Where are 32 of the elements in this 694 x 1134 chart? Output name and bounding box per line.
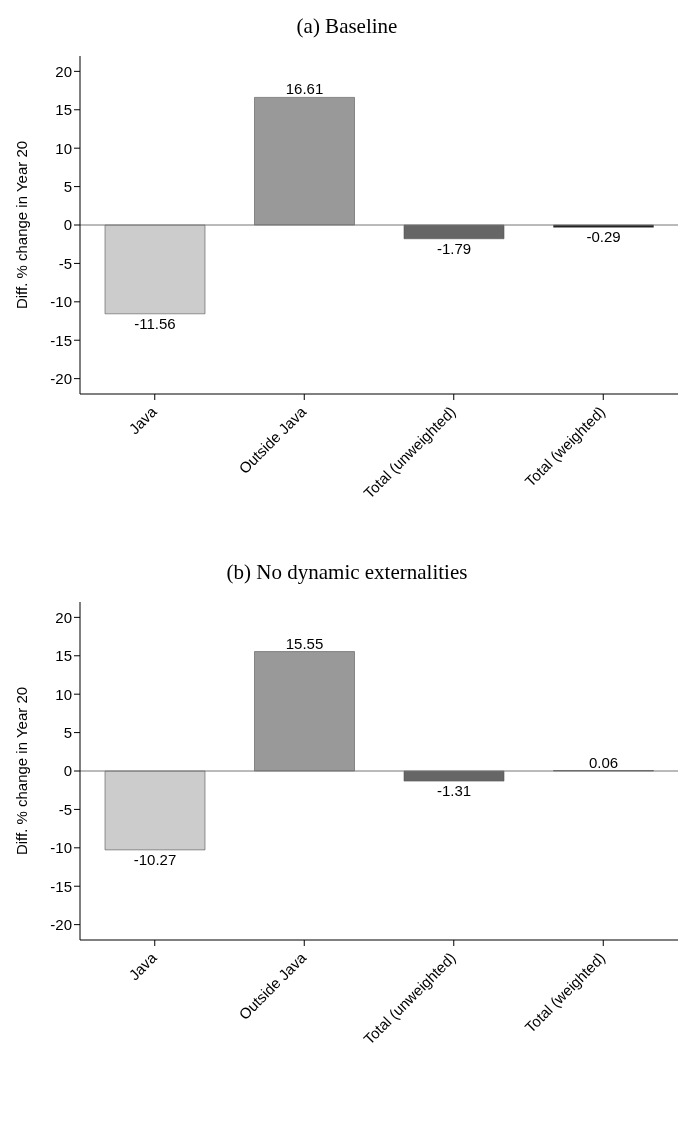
y-tick-label: 15 [55, 647, 72, 665]
y-axis-title: Diff. % change in Year 20 [13, 140, 31, 310]
y-tick-label: -10 [50, 839, 72, 857]
y-tick-label: -15 [50, 331, 72, 349]
data-label: -10.27 [133, 850, 177, 868]
y-tick-label: 20 [55, 62, 72, 80]
y-tick-label: 15 [55, 101, 72, 119]
data-label: -11.56 [134, 314, 176, 332]
x-tick-label: Java [125, 948, 161, 984]
y-tick-label: -5 [58, 254, 72, 272]
y-tick-label: -10 [50, 293, 72, 311]
y-tick-label: 5 [63, 177, 72, 195]
y-tick-label: -20 [50, 915, 72, 933]
y-tick-label: 20 [55, 608, 72, 626]
y-tick-label: -20 [50, 369, 72, 387]
y-axis-title: Diff. % change in Year 20 [13, 686, 31, 856]
data-label: 0.06 [588, 753, 619, 771]
data-label: -1.31 [436, 782, 472, 800]
y-tick-label: 5 [63, 723, 72, 741]
data-label: -1.79 [436, 239, 472, 257]
y-tick-label: -5 [58, 800, 72, 818]
y-tick-label: -15 [50, 877, 72, 895]
y-tick-label: 10 [55, 685, 72, 703]
chart-title: (a) Baseline [295, 13, 399, 40]
x-tick-label: Java [125, 402, 161, 438]
y-tick-label: 0 [63, 762, 72, 780]
data-label: 15.55 [285, 634, 324, 652]
data-label: 16.61 [285, 80, 324, 98]
data-label: -0.29 [586, 228, 621, 246]
chart-title: (b) No dynamic externalities [225, 559, 469, 586]
y-tick-label: 0 [63, 216, 72, 234]
y-tick-label: 10 [55, 139, 72, 157]
